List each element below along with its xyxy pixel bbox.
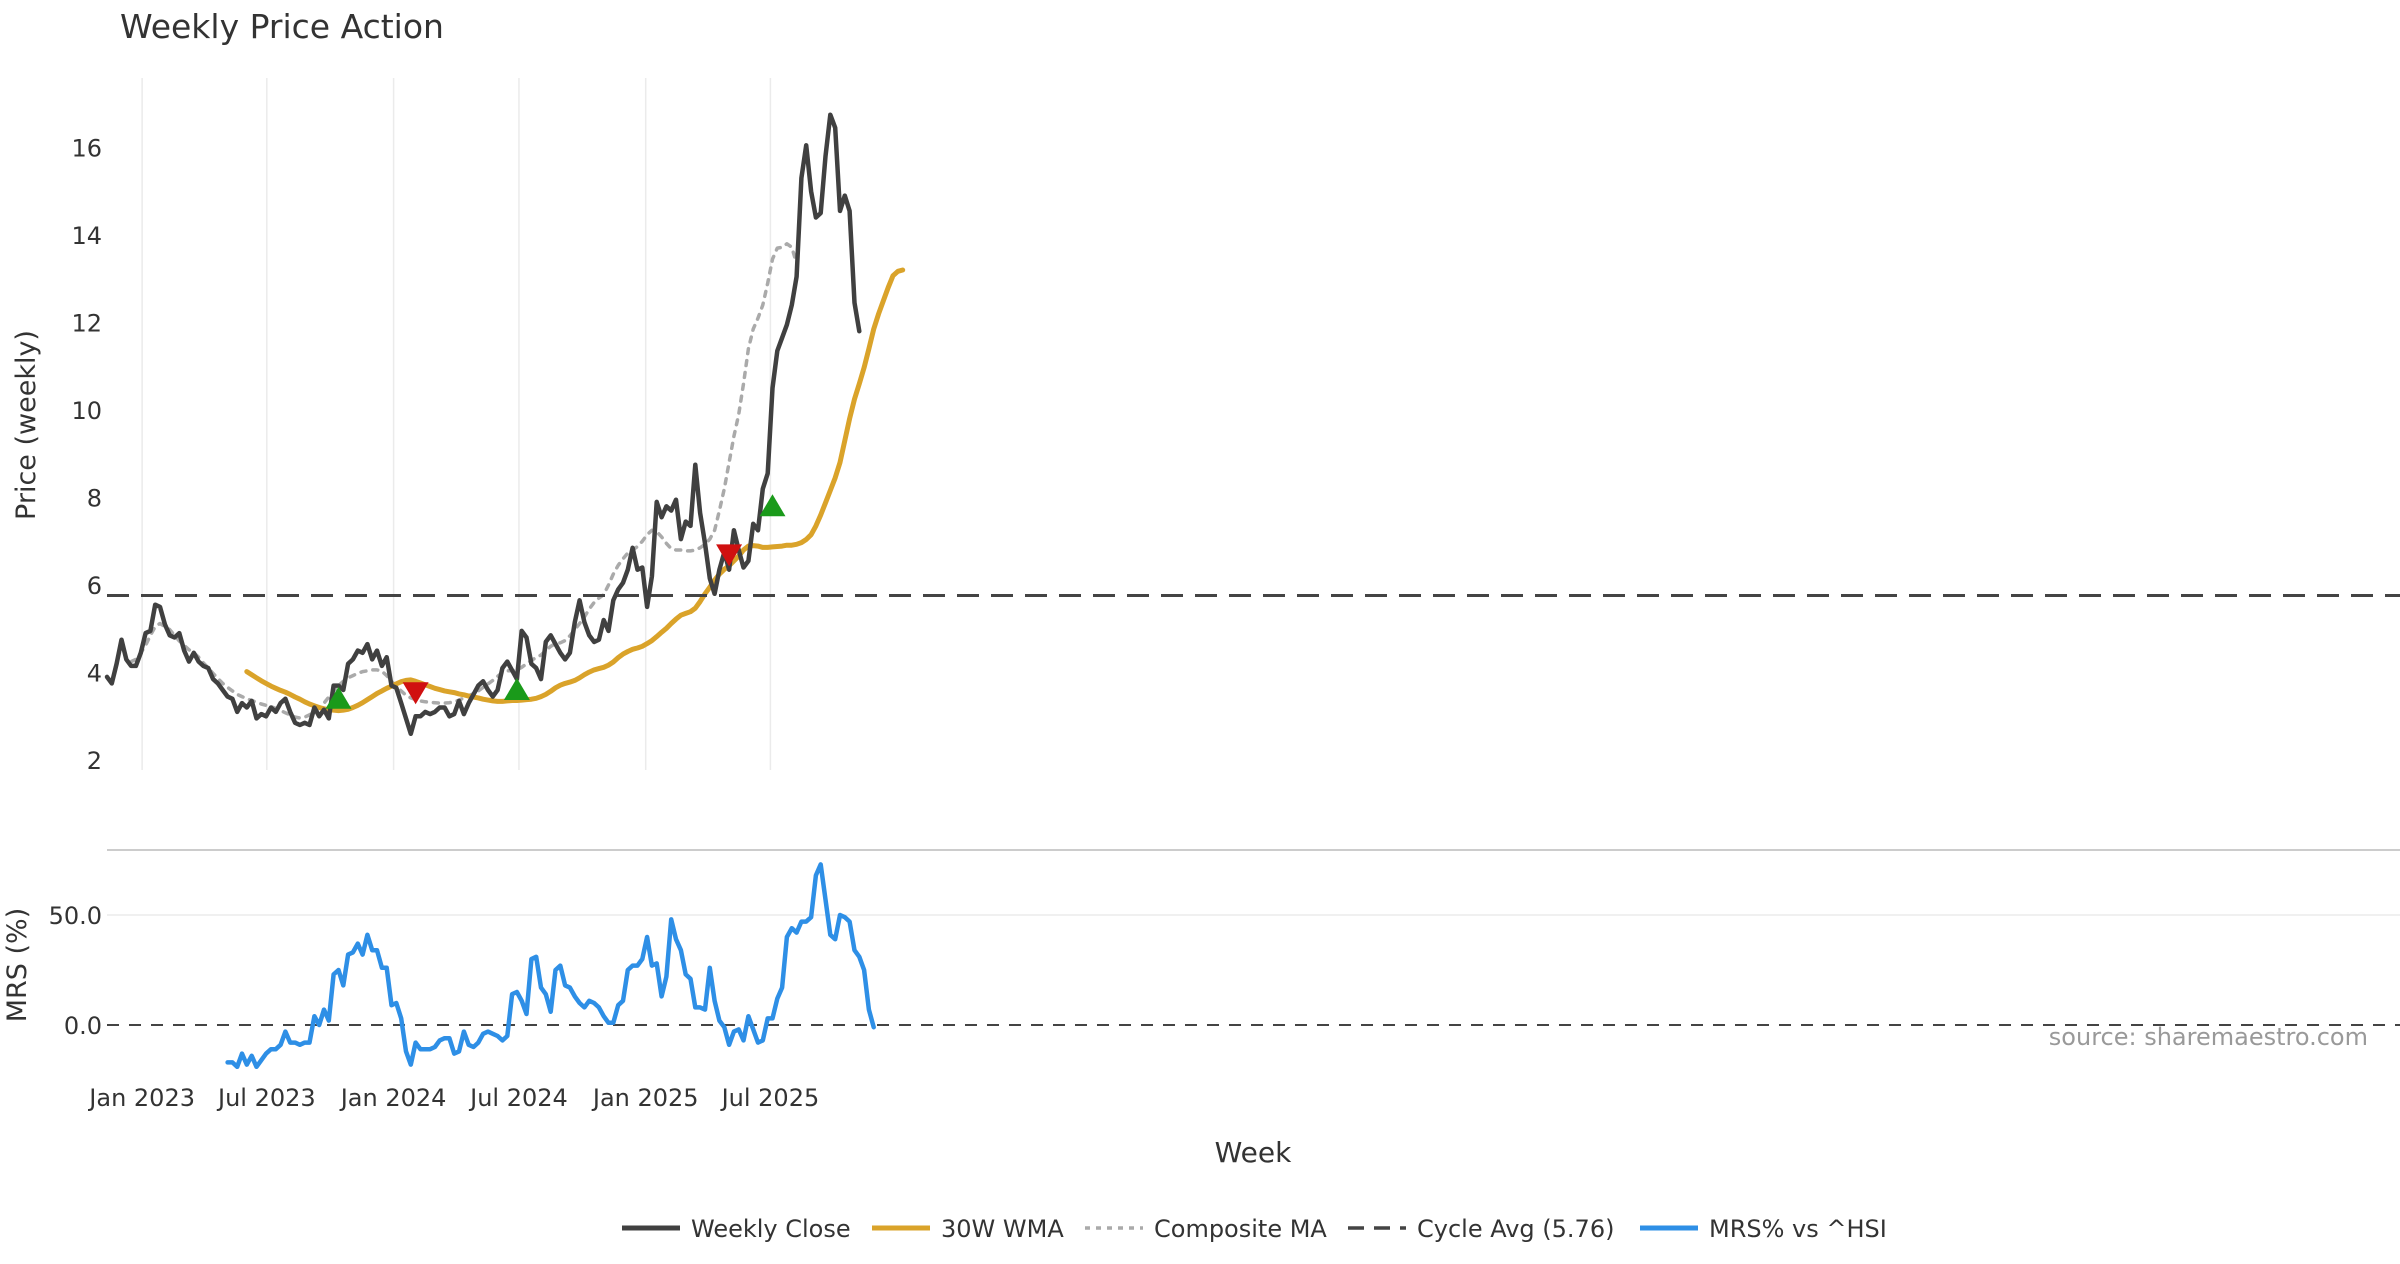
legend-label: Cycle Avg (5.76) — [1417, 1215, 1614, 1243]
x-tick-label: Jul 2024 — [468, 1084, 568, 1112]
mrs-y-tick-label: 0.0 — [64, 1012, 102, 1040]
legend-label: MRS% vs ^HSI — [1709, 1215, 1887, 1243]
price-y-axis-label: Price (weekly) — [11, 330, 42, 520]
buy-signal-marker-2 — [503, 678, 530, 700]
legend-label: Weekly Close — [691, 1215, 851, 1243]
mrs-line — [225, 862, 876, 1070]
weekly-close-line — [104, 112, 862, 737]
price-y-tick-label: 2 — [87, 747, 102, 775]
legend-label: 30W WMA — [941, 1215, 1064, 1243]
x-tick-label: Jan 2024 — [339, 1084, 447, 1112]
composite-ma-line — [129, 242, 799, 720]
price-y-tick-label: 4 — [87, 660, 102, 688]
price-y-tick-label: 10 — [71, 397, 102, 425]
mrs-panel: 0.0 50.0 MRS (%) — [2, 849, 2400, 1070]
sell-signal-marker-1 — [402, 682, 429, 705]
buy-signal-marker-4 — [759, 494, 786, 517]
wma-30w-line — [244, 267, 906, 714]
sell-signal-marker-3 — [716, 544, 743, 567]
legend-label: Composite MA — [1154, 1215, 1327, 1243]
source-watermark: source: sharemaestro.com — [2049, 1023, 2368, 1051]
mrs-y-tick-label: 50.0 — [49, 902, 102, 930]
x-tick-label: Jan 2025 — [591, 1084, 699, 1112]
x-tick-label: Jul 2023 — [216, 1084, 316, 1112]
x-tick-label: Jan 2023 — [87, 1084, 195, 1112]
price-y-tick-label: 14 — [71, 222, 102, 250]
price-panel: 2 4 6 8 10 12 14 16 Price (weekly) — [11, 78, 2400, 775]
x-axis: Jan 2023 Jul 2023 Jan 2024 Jul 2024 Jan 2025… — [87, 1084, 819, 1112]
price-y-tick-label: 6 — [87, 572, 102, 600]
price-y-tick-label: 8 — [87, 485, 102, 513]
mrs-y-axis-label: MRS (%) — [2, 908, 33, 1023]
price-y-tick-label: 16 — [71, 135, 102, 163]
price-y-tick-label: 12 — [71, 310, 102, 338]
buy-signal-marker-0 — [325, 686, 352, 709]
chart-title: Weekly Price Action — [120, 7, 444, 46]
legend: Weekly Close 30W WMA Composite MA Cycle Avg… — [622, 1215, 1887, 1243]
x-axis-label: Week — [1215, 1136, 1292, 1169]
x-tick-label: Jul 2025 — [720, 1084, 820, 1112]
